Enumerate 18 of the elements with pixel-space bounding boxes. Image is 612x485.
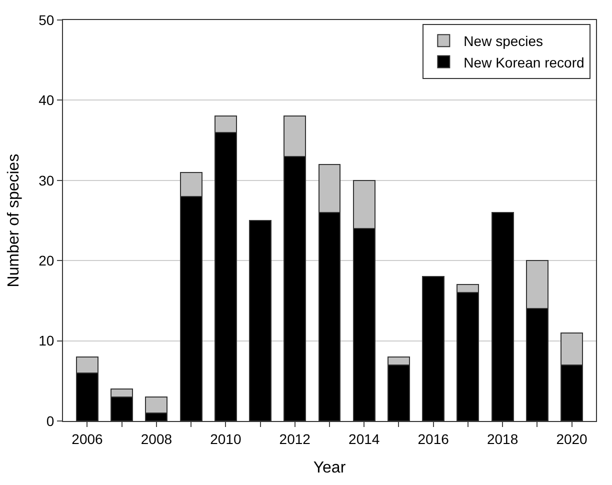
x-tick-label: 2020 — [556, 430, 588, 447]
x-tick-label: 2012 — [279, 430, 311, 447]
y-axis-title: Number of species — [6, 154, 23, 288]
y-tick-label: 50 — [38, 12, 54, 28]
y-tick-label: 20 — [38, 252, 54, 268]
x-tick-label: 2016 — [418, 430, 450, 447]
x-tick-label: 2006 — [72, 430, 104, 447]
x-tick-label: 2010 — [210, 430, 242, 447]
legend-label: New Korean record — [464, 54, 584, 70]
y-tick-label: 40 — [38, 92, 54, 108]
y-tick-label: 0 — [46, 412, 54, 429]
x-tick-label: 2008 — [140, 430, 172, 447]
x-tick-label: 2014 — [348, 430, 380, 447]
y-tick-label: 30 — [38, 172, 54, 188]
legend-label: New species — [464, 33, 544, 50]
x-axis-title: Year — [313, 460, 346, 476]
y-tick-label: 10 — [38, 332, 54, 349]
x-tick-label: 2018 — [486, 430, 518, 447]
